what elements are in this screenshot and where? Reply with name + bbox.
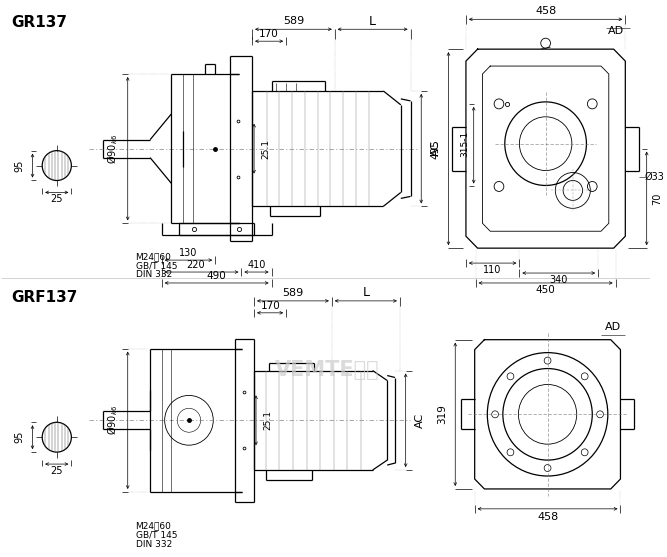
Text: AC: AC bbox=[431, 141, 441, 156]
Text: DIN 332: DIN 332 bbox=[135, 540, 172, 549]
Text: M24深60: M24深60 bbox=[135, 252, 171, 261]
Text: GR137: GR137 bbox=[11, 16, 67, 30]
Text: GRF137: GRF137 bbox=[11, 290, 77, 305]
Text: Ø90$_{k6}$: Ø90$_{k6}$ bbox=[105, 134, 120, 164]
Text: 25: 25 bbox=[51, 194, 63, 204]
Text: GB/T 145: GB/T 145 bbox=[135, 261, 177, 270]
Text: 25: 25 bbox=[51, 466, 63, 476]
Text: 458: 458 bbox=[537, 512, 558, 522]
Text: DIN 332: DIN 332 bbox=[135, 270, 172, 279]
Text: 25.1: 25.1 bbox=[263, 411, 273, 431]
Text: 315-1: 315-1 bbox=[460, 130, 469, 157]
Text: GB/T 145: GB/T 145 bbox=[135, 531, 177, 540]
Text: 490: 490 bbox=[207, 271, 227, 281]
Text: L: L bbox=[362, 286, 370, 300]
Text: 130: 130 bbox=[179, 248, 197, 258]
Text: 458: 458 bbox=[535, 6, 556, 16]
Text: 495: 495 bbox=[431, 139, 441, 159]
Text: 340: 340 bbox=[550, 275, 568, 285]
Text: 410: 410 bbox=[247, 260, 265, 270]
Text: 450: 450 bbox=[536, 285, 556, 295]
Text: 319: 319 bbox=[438, 404, 448, 424]
Text: 589: 589 bbox=[283, 16, 304, 26]
Text: VEMTE传动: VEMTE传动 bbox=[275, 360, 380, 379]
Text: 589: 589 bbox=[282, 288, 303, 298]
Text: AD: AD bbox=[608, 26, 624, 36]
Text: M24深60: M24深60 bbox=[135, 522, 171, 531]
Text: 70: 70 bbox=[652, 192, 662, 204]
Text: 170: 170 bbox=[261, 301, 280, 311]
Text: AD: AD bbox=[604, 322, 621, 332]
Text: 220: 220 bbox=[187, 260, 205, 270]
Text: 95: 95 bbox=[15, 159, 25, 172]
Text: 95: 95 bbox=[15, 431, 25, 443]
Text: 170: 170 bbox=[259, 29, 279, 39]
Text: 25.1: 25.1 bbox=[262, 139, 271, 159]
Text: L: L bbox=[369, 15, 376, 28]
Text: Ø90$_{k6}$: Ø90$_{k6}$ bbox=[105, 405, 120, 436]
Text: Ø33: Ø33 bbox=[645, 172, 664, 182]
Text: 110: 110 bbox=[483, 265, 502, 275]
Text: AC: AC bbox=[416, 413, 426, 428]
